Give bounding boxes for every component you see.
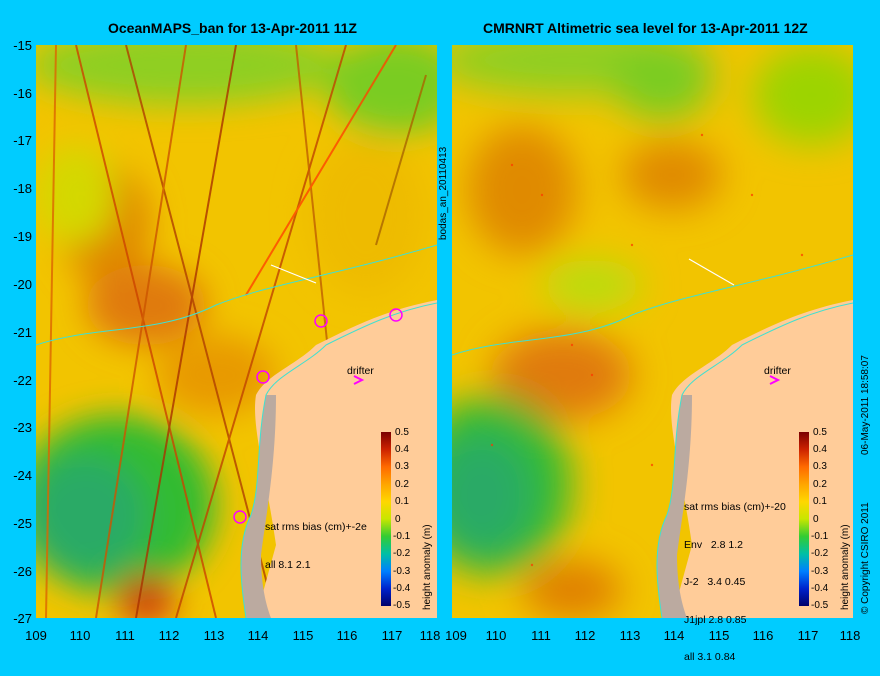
- stats-row: all 3.1 0.84: [684, 651, 736, 663]
- stats-row: all 8.1 2.1: [265, 558, 311, 571]
- colorbar-label: 0: [813, 514, 819, 525]
- colorbar-label: -0.4: [811, 583, 829, 594]
- colorbar-label: -0.5: [393, 600, 411, 611]
- lon-tick: 115: [292, 628, 314, 643]
- colorbar-label: -0.4: [393, 583, 411, 594]
- lon-tick: 116: [336, 628, 358, 643]
- right-colorbar: [799, 432, 809, 606]
- colorbar-label: 0: [395, 514, 401, 525]
- lon-tick: 114: [247, 628, 269, 643]
- analysis-id-label: bodas_an_20110413: [438, 146, 449, 240]
- lon-tick: 113: [619, 628, 641, 643]
- right-stats-block: sat rms bias (cm)+-20 Env 2.8 1.2 J-2 3.…: [684, 476, 786, 676]
- lon-tick: 113: [203, 628, 225, 643]
- lat-tick: -19: [13, 229, 32, 244]
- lon-tick: 115: [708, 628, 730, 643]
- colorbar-label: -0.2: [393, 548, 411, 559]
- lon-tick: 109: [25, 628, 47, 643]
- stats-row: J-2 3.4 0.45: [684, 576, 746, 588]
- lat-tick: -23: [13, 420, 32, 435]
- lon-tick: 117: [381, 628, 403, 643]
- colorbar-label: 0.1: [813, 496, 827, 507]
- colorbar-label: 0.3: [813, 461, 827, 472]
- right-map-panel[interactable]: [452, 45, 853, 618]
- timestamp-label: 06-May-2011 18:58:07: [860, 355, 871, 455]
- lat-tick: -22: [13, 373, 32, 388]
- lon-tick: 117: [797, 628, 819, 643]
- colorbar-label: 0.5: [813, 427, 827, 438]
- lat-tick: -24: [13, 468, 32, 483]
- stats-row: J1jpl 2.8 0.85: [684, 613, 747, 626]
- left-map-title: OceanMAPS_ban for 13-Apr-2011 11Z: [108, 20, 357, 36]
- lon-tick: 111: [115, 628, 135, 643]
- lon-tick: 111: [531, 628, 551, 643]
- colorbar-label: 0.1: [395, 496, 409, 507]
- stats-header: sat rms bias (cm)+-20: [684, 501, 786, 513]
- lon-tick: 118: [419, 628, 441, 643]
- lat-tick: -26: [13, 564, 32, 579]
- left-colorbar: [381, 432, 391, 606]
- lat-tick: -15: [13, 38, 32, 53]
- left-map-panel[interactable]: [36, 45, 437, 618]
- colorbar-label: -0.3: [393, 566, 411, 577]
- colorbar-label: 0.3: [395, 461, 409, 472]
- lon-tick: 118: [839, 628, 861, 643]
- left-colorbar-title: height anomaly (m): [422, 524, 433, 610]
- colorbar-label: 0.2: [395, 479, 409, 490]
- lat-tick: -16: [13, 86, 32, 101]
- stats-header: sat rms bias (cm)+-2e: [265, 521, 367, 533]
- left-drifter-label: drifter: [347, 365, 374, 377]
- colorbar-label: 0.2: [813, 479, 827, 490]
- lat-tick: -18: [13, 181, 32, 196]
- lat-tick: -27: [13, 611, 32, 626]
- lon-tick: 112: [574, 628, 596, 643]
- lon-tick: 110: [69, 628, 91, 643]
- lon-tick: 112: [158, 628, 180, 643]
- colorbar-label: -0.3: [811, 566, 829, 577]
- stats-row: Env 2.8 1.2: [684, 538, 743, 551]
- lon-tick: 110: [485, 628, 507, 643]
- colorbar-label: 0.5: [395, 427, 409, 438]
- left-stats-block: sat rms bias (cm)+-2e all 8.1 2.1: [265, 496, 367, 584]
- lat-tick: -20: [13, 277, 32, 292]
- right-colorbar-title: height anomaly (m): [840, 524, 851, 610]
- colorbar-label: 0.4: [395, 444, 409, 455]
- colorbar-label: 0.4: [813, 444, 827, 455]
- lon-tick: 109: [445, 628, 467, 643]
- lat-tick: -17: [13, 133, 32, 148]
- right-drifter-label: drifter: [764, 365, 791, 377]
- colorbar-label: -0.5: [811, 600, 829, 611]
- colorbar-label: -0.2: [811, 548, 829, 559]
- colorbar-label: -0.1: [811, 531, 829, 542]
- lon-tick: 114: [663, 628, 685, 643]
- copyright-label: © Copyright CSIRO 2011: [860, 502, 871, 614]
- lat-tick: -21: [13, 325, 32, 340]
- lon-tick: 116: [752, 628, 774, 643]
- right-map-title: CMRNRT Altimetric sea level for 13-Apr-2…: [483, 20, 808, 36]
- lat-tick: -25: [13, 516, 32, 531]
- colorbar-label: -0.1: [393, 531, 411, 542]
